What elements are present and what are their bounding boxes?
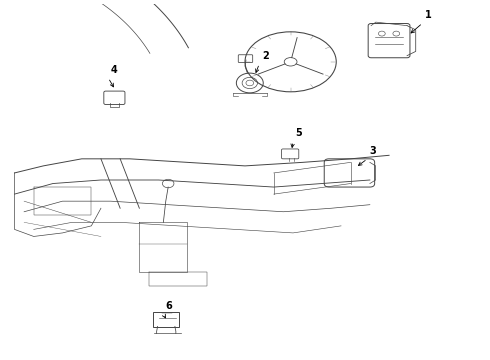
Text: 6: 6 (166, 301, 172, 311)
Text: 1: 1 (425, 10, 432, 20)
Text: 2: 2 (262, 51, 269, 61)
Text: 3: 3 (370, 146, 377, 156)
Text: 5: 5 (295, 129, 302, 138)
Text: 4: 4 (111, 65, 117, 75)
